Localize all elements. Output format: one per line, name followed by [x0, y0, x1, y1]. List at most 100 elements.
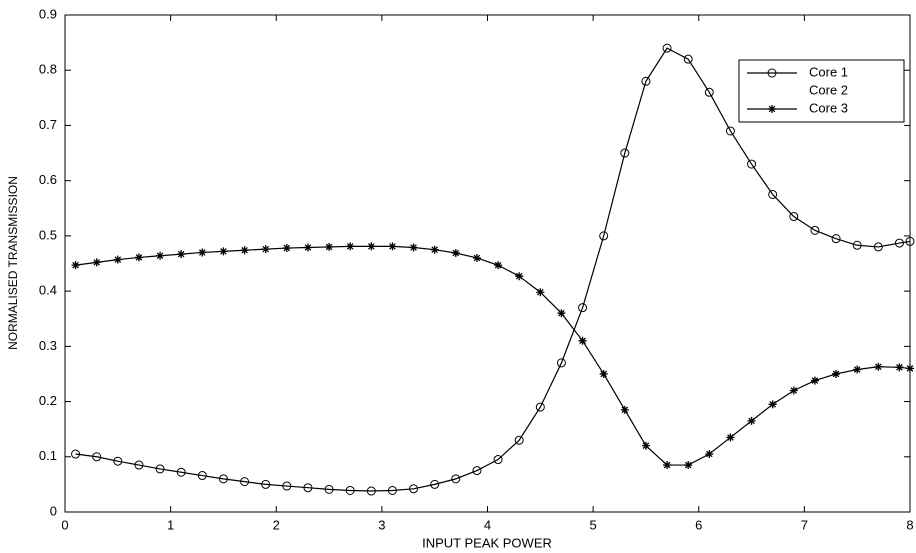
marker [747, 159, 757, 169]
marker [905, 236, 915, 246]
y-tick-label: 0.1 [39, 448, 57, 463]
marker [325, 242, 334, 251]
marker [240, 477, 250, 487]
x-tick-label: 2 [273, 517, 280, 532]
marker [599, 369, 608, 378]
y-tick-label: 0.7 [39, 117, 57, 132]
marker [810, 376, 819, 385]
legend-marker [768, 105, 776, 113]
y-tick-label: 0.5 [39, 227, 57, 242]
marker [71, 449, 81, 459]
marker [852, 240, 862, 250]
marker [472, 253, 481, 262]
marker [240, 246, 249, 255]
legend-label: Core 2 [809, 82, 848, 97]
marker [430, 479, 440, 489]
marker [176, 467, 186, 477]
y-tick-label: 0.9 [39, 6, 57, 21]
marker [705, 450, 714, 459]
x-tick-label: 1 [167, 517, 174, 532]
marker [578, 336, 587, 345]
marker [303, 483, 313, 493]
marker [663, 461, 672, 470]
marker [156, 251, 165, 260]
marker [113, 456, 123, 466]
marker [198, 248, 207, 257]
marker [113, 255, 122, 264]
y-tick-label: 0.3 [39, 338, 57, 353]
x-tick-label: 0 [61, 517, 68, 532]
marker [282, 481, 292, 491]
marker [451, 249, 460, 258]
marker [282, 244, 291, 253]
y-tick-label: 0 [50, 503, 57, 518]
legend-label: Core 1 [809, 64, 848, 79]
marker [747, 416, 756, 425]
x-tick-label: 4 [484, 517, 491, 532]
marker [155, 464, 165, 474]
marker [556, 358, 566, 368]
marker [494, 261, 503, 270]
marker [218, 474, 228, 484]
marker [261, 245, 270, 254]
marker [345, 485, 355, 495]
x-tick-label: 7 [801, 517, 808, 532]
marker [303, 243, 312, 252]
marker [514, 435, 524, 445]
y-tick-label: 0.6 [39, 172, 57, 187]
x-tick-label: 3 [378, 517, 385, 532]
marker [704, 87, 714, 97]
x-tick-label: 6 [695, 517, 702, 532]
y-tick-label: 0.2 [39, 393, 57, 408]
marker [620, 405, 629, 414]
series-line [75, 245, 911, 466]
x-tick-label: 8 [906, 517, 913, 532]
marker [768, 189, 778, 199]
marker [219, 247, 228, 256]
marker [557, 309, 566, 318]
marker [387, 485, 397, 495]
marker [493, 455, 503, 465]
marker [92, 452, 102, 462]
y-axis-label: NORMALISED TRANSMISSION [6, 176, 20, 350]
marker [366, 486, 376, 496]
marker [853, 365, 862, 374]
marker [789, 212, 799, 222]
marker [92, 258, 101, 267]
marker [684, 461, 693, 470]
marker [906, 364, 914, 373]
marker [134, 460, 144, 470]
marker [71, 261, 80, 270]
marker [810, 225, 820, 235]
marker [367, 242, 376, 251]
marker [873, 242, 883, 252]
marker [662, 43, 672, 53]
marker [388, 242, 397, 251]
marker [324, 484, 334, 494]
marker [346, 242, 355, 251]
x-tick-label: 5 [590, 517, 597, 532]
marker [535, 402, 545, 412]
y-tick-label: 0.4 [39, 283, 57, 298]
legend-marker [767, 68, 777, 78]
marker [578, 303, 588, 313]
marker [536, 288, 545, 297]
series-line [75, 47, 911, 492]
x-axis-label: INPUT PEAK POWER [422, 535, 552, 550]
marker [409, 484, 419, 494]
marker [261, 479, 271, 489]
marker [874, 362, 883, 371]
marker [197, 471, 207, 481]
marker [472, 466, 482, 476]
legend-label: Core 3 [809, 100, 848, 115]
marker [620, 148, 630, 158]
marker [789, 386, 798, 395]
marker [599, 231, 609, 241]
marker [641, 441, 650, 450]
marker [894, 238, 904, 248]
marker [451, 474, 461, 484]
y-tick-label: 0.8 [39, 62, 57, 77]
marker [177, 250, 186, 259]
